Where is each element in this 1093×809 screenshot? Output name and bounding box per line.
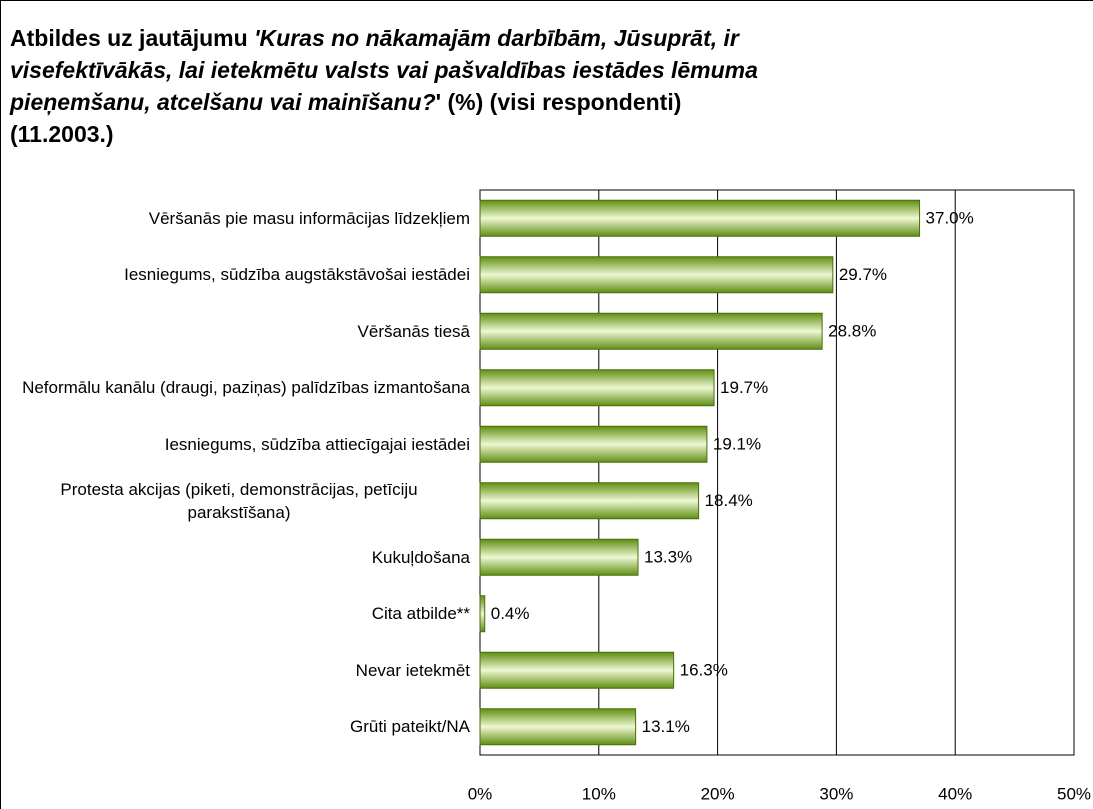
value-label: 19.7%	[720, 378, 768, 397]
y-tick-label: Protesta akcijas (piketi, demonstrācijas…	[60, 479, 418, 522]
value-label: 0.4%	[491, 604, 530, 623]
category-label-box: Iesniegums, sūdzība augstākstāvošai iest…	[0, 247, 470, 303]
y-tick-label: Iesniegums, sūdzība augstākstāvošai iest…	[124, 265, 470, 285]
bar	[479, 369, 715, 407]
value-label: 13.3%	[644, 548, 692, 567]
bar	[479, 425, 708, 463]
bar	[479, 651, 675, 689]
value-label: 18.4%	[705, 491, 753, 510]
y-tick-label: Iesniegums, sūdzība attiecīgajai iestāde…	[164, 434, 470, 454]
title-part: Atbildes uz jautājumu	[10, 25, 255, 51]
y-tick-label: Vēršanās tiesā	[357, 321, 470, 341]
bar	[479, 595, 486, 633]
category-label-box: Vēršanās pie masu informācijas līdzekļie…	[0, 190, 470, 246]
plot-border	[479, 189, 1075, 756]
title-part: ' (%) (visi respondenti) (11.2003.)	[10, 89, 682, 147]
bar	[479, 538, 639, 576]
category-label-box: Neformālu kanālu (draugi, paziņas) palīd…	[0, 360, 470, 416]
value-label: 28.8%	[828, 322, 876, 341]
y-tick-label: Neformālu kanālu (draugi, paziņas) palīd…	[22, 378, 470, 398]
x-tick-label: 40%	[938, 784, 972, 803]
value-label: 19.1%	[713, 435, 761, 454]
x-tick-label: 0%	[468, 784, 493, 803]
category-label-box: Cita atbilde**	[0, 586, 470, 642]
y-tick-label: Vēršanās pie masu informācijas līdzekļie…	[148, 208, 470, 228]
x-tick-label: 50%	[1057, 784, 1091, 803]
bar	[479, 199, 921, 237]
x-tick-label: 30%	[819, 784, 853, 803]
value-label: 37.0%	[926, 209, 974, 228]
y-tick-label: Cita atbilde**	[371, 604, 470, 624]
x-tick-label: 10%	[582, 784, 616, 803]
y-tick-label: Kukuļdošana	[371, 547, 470, 567]
value-label: 29.7%	[839, 265, 887, 284]
bar	[479, 482, 700, 520]
category-label-box: Iesniegums, sūdzība attiecīgajai iestāde…	[0, 416, 470, 472]
category-label-box: Protesta akcijas (piketi, demonstrācijas…	[0, 473, 470, 529]
value-label: 13.1%	[642, 717, 690, 736]
category-label-box: Kukuļdošana	[0, 529, 470, 585]
category-label-box: Nevar ietekmēt	[0, 642, 470, 698]
bar	[479, 708, 637, 746]
category-label-box: Vēršanās tiesā	[0, 303, 470, 359]
x-tick-label: 20%	[701, 784, 735, 803]
y-tick-label: Nevar ietekmēt	[355, 660, 470, 680]
bar	[479, 312, 823, 350]
bar	[479, 256, 834, 294]
category-label-box: Grūti pateikt/NA	[0, 699, 470, 755]
y-tick-label: Grūti pateikt/NA	[350, 717, 470, 737]
value-label: 16.3%	[680, 661, 728, 680]
title-part: 'Kuras no nākamajām darbībām, Jūsuprāt, …	[10, 25, 758, 115]
chart-title: Atbildes uz jautājumu 'Kuras no nākamajā…	[10, 22, 790, 150]
